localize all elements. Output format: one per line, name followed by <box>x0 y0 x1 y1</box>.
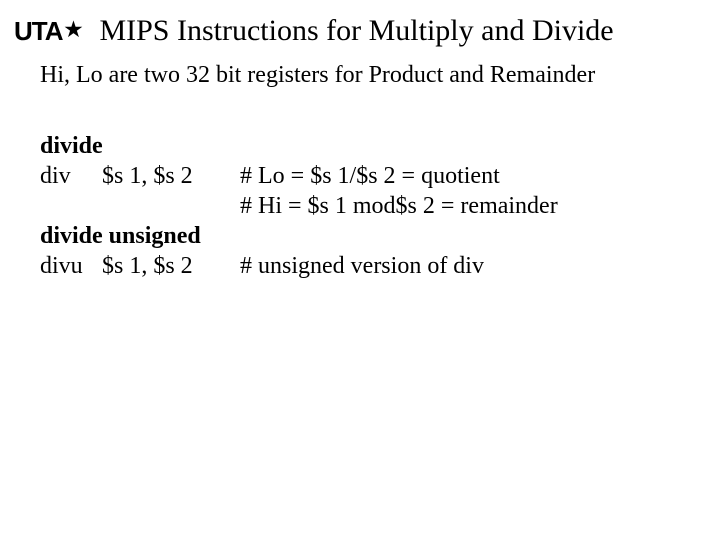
divide-row: div$s 1, $s 2 # Lo = $s 1/$s 2 = quotien… <box>40 161 720 191</box>
logo-text: UTA <box>14 16 63 47</box>
uta-logo: UTA ★ <box>14 16 81 47</box>
divide-blank <box>40 191 240 221</box>
divu-comment-1: # unsigned version of div <box>240 251 720 281</box>
star-icon: ★ <box>65 20 82 40</box>
divide-operands: $s 1, $s 2 <box>102 163 193 189</box>
header-row: UTA ★ MIPS Instructions for Multiply and… <box>0 0 720 48</box>
divide-mnemonic: div <box>40 161 102 191</box>
divu-mnemonic: divu <box>40 251 102 281</box>
divide-comment-2: # Hi = $s 1 mod$s 2 = remainder <box>240 191 720 221</box>
divu-operands: $s 1, $s 2 <box>102 253 193 279</box>
slide-subtitle: Hi, Lo are two 32 bit registers for Prod… <box>40 62 720 89</box>
divu-heading: divide unsigned <box>40 221 720 251</box>
divide-comment-1: # Lo = $s 1/$s 2 = quotient <box>240 161 720 191</box>
divide-row-2: # Hi = $s 1 mod$s 2 = remainder <box>40 191 720 221</box>
slide-title: MIPS Instructions for Multiply and Divid… <box>99 14 613 48</box>
divu-instruction: divu$s 1, $s 2 <box>40 251 240 281</box>
slide-body: divide div$s 1, $s 2 # Lo = $s 1/$s 2 = … <box>40 131 720 281</box>
divide-heading: divide <box>40 131 720 161</box>
slide: UTA ★ MIPS Instructions for Multiply and… <box>0 0 720 540</box>
divu-row: divu$s 1, $s 2 # unsigned version of div <box>40 251 720 281</box>
divide-instruction: div$s 1, $s 2 <box>40 161 240 191</box>
